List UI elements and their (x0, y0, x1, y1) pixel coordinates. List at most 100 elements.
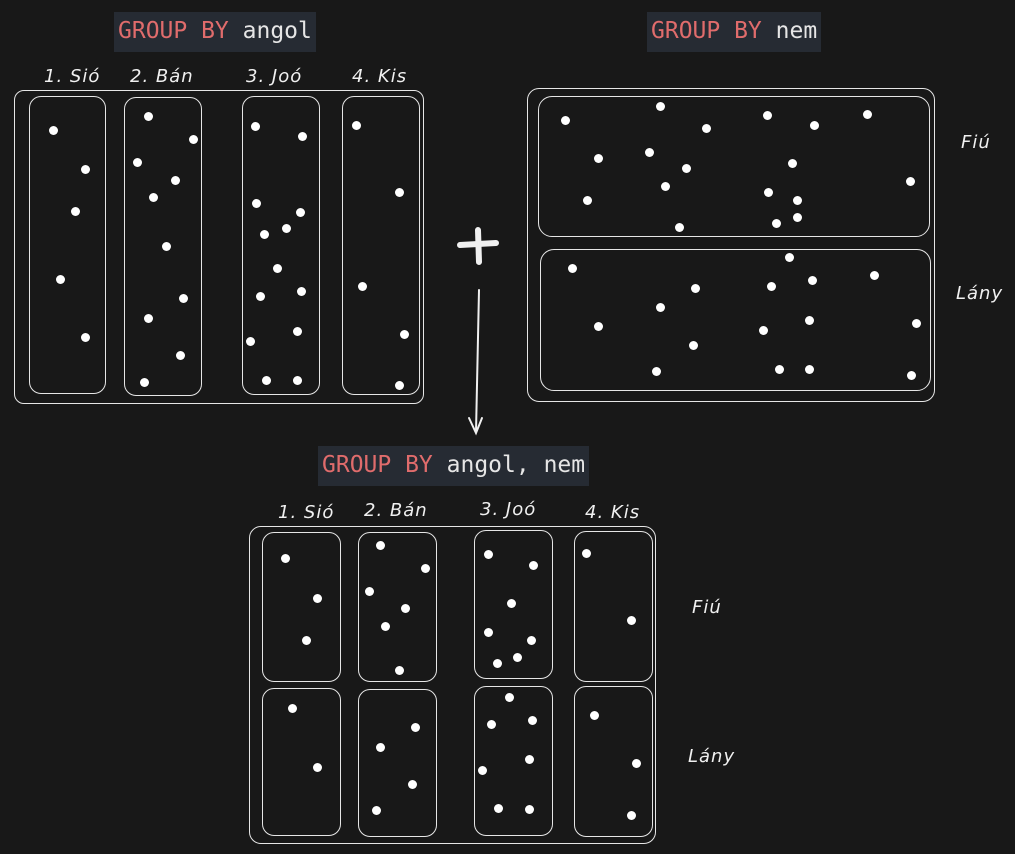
column-label-ban: 2. Bán (130, 66, 194, 87)
record-dot (524, 804, 534, 814)
record-dot (626, 615, 636, 625)
record-dot (420, 563, 430, 573)
record-dot (674, 222, 684, 232)
record-dot (766, 281, 776, 291)
record-dot (528, 560, 538, 570)
record-dot (681, 163, 691, 173)
keyword-group-by: GROUP BY (322, 452, 433, 478)
record-dot (170, 175, 180, 185)
record-dot (593, 153, 603, 163)
record-dot (804, 364, 814, 374)
record-dot (774, 364, 784, 374)
record-dot (483, 627, 493, 637)
record-dot (394, 187, 404, 197)
record-dot (371, 805, 381, 815)
record-dot (626, 810, 636, 820)
record-dot (582, 195, 592, 205)
group-box-sio-fiu (262, 532, 341, 682)
record-dot (400, 603, 410, 613)
code-label-group-by-angol-nem: GROUP BY angol, nem (318, 446, 590, 486)
record-dot (301, 635, 311, 645)
field-angol: angol (242, 18, 312, 44)
group-box-sio (29, 96, 106, 394)
record-dot (296, 286, 306, 296)
angol-groups-panel (14, 90, 424, 404)
record-dot (250, 121, 260, 131)
record-dot (139, 377, 149, 387)
record-dot (312, 762, 322, 772)
record-dot (631, 758, 641, 768)
record-dot (688, 340, 698, 350)
record-dot (245, 336, 255, 346)
record-dot (906, 370, 916, 380)
group-box-lany (540, 249, 931, 391)
record-dot (804, 315, 814, 325)
record-dot (660, 181, 670, 191)
record-dot (80, 164, 90, 174)
record-dot (292, 326, 302, 336)
record-dot (792, 212, 802, 222)
code-label-group-by-nem: GROUP BY nem (647, 12, 822, 52)
record-dot (492, 658, 502, 668)
record-dot (483, 549, 493, 559)
record-dot (593, 321, 603, 331)
record-dot (526, 635, 536, 645)
record-dot (259, 229, 269, 239)
angol-nem-groups-panel (249, 526, 656, 844)
record-dot (375, 742, 385, 752)
record-dot (504, 692, 514, 702)
record-dot (251, 198, 261, 208)
record-dot (644, 147, 654, 157)
record-dot (132, 157, 142, 167)
record-dot (581, 548, 591, 558)
record-dot (862, 109, 872, 119)
record-dot (763, 187, 773, 197)
record-dot (655, 101, 665, 111)
column-label-sio: 1. Sió (44, 66, 101, 87)
record-dot (787, 158, 797, 168)
record-dot (771, 218, 781, 228)
plus-icon (457, 227, 499, 265)
record-dot (758, 325, 768, 335)
group-box-fiu (538, 96, 930, 237)
group-box-ban (124, 97, 202, 396)
record-dot (281, 223, 291, 233)
record-dot (351, 120, 361, 130)
group-box-joo (242, 96, 320, 395)
record-dot (255, 291, 265, 301)
column-label-ban-combined: 2. Bán (364, 500, 428, 521)
record-dot (292, 375, 302, 385)
group-box-joo-fiu (474, 530, 553, 679)
record-dot (357, 281, 367, 291)
record-dot (524, 754, 534, 764)
record-dot (399, 329, 409, 339)
group-box-joo-lany (474, 686, 553, 836)
record-dot (380, 621, 390, 631)
group-box-ban-lany (358, 689, 437, 837)
group-box-kis (342, 96, 420, 395)
record-dot (792, 195, 802, 205)
column-label-sio-combined: 1. Sió (278, 502, 335, 523)
record-dot (364, 586, 374, 596)
record-dot (143, 111, 153, 121)
code-label-group-by-angol: GROUP BY angol (114, 12, 316, 52)
record-dot (493, 803, 503, 813)
record-dot (70, 206, 80, 216)
record-dot (486, 719, 496, 729)
nem-groups-panel (527, 88, 935, 402)
record-dot (911, 318, 921, 328)
record-dot (161, 241, 171, 251)
record-dot (407, 779, 417, 789)
arrow-down-icon (468, 289, 483, 436)
record-dot (55, 274, 65, 284)
record-dot (905, 176, 915, 186)
record-dot (807, 275, 817, 285)
record-dot (394, 380, 404, 390)
group-box-kis-fiu (574, 531, 653, 682)
record-dot (178, 293, 188, 303)
record-dot (762, 110, 772, 120)
record-dot (375, 540, 385, 550)
keyword-group-by: GROUP BY (118, 18, 229, 44)
record-dot (272, 263, 282, 273)
